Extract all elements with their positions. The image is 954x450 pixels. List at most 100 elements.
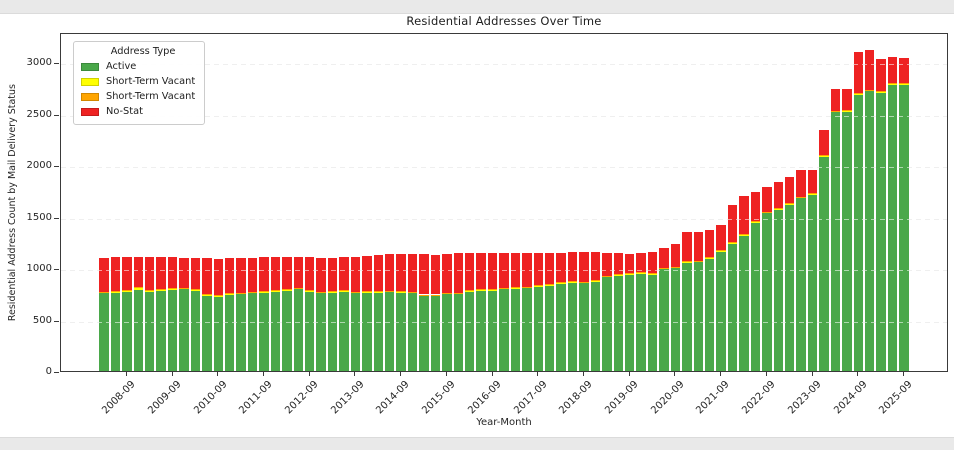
bar-segment xyxy=(876,59,886,92)
y-gridline-overlay xyxy=(61,167,947,169)
bar-segment xyxy=(613,274,623,276)
bar-segment xyxy=(179,287,189,289)
bar-segment xyxy=(899,83,909,85)
x-tick-mark xyxy=(857,372,859,376)
bar-segment xyxy=(522,287,532,288)
bar-segment xyxy=(190,289,201,290)
legend-swatch-short-term-vacant xyxy=(81,77,99,86)
bar-segment xyxy=(613,274,623,275)
bar-segment xyxy=(156,289,166,290)
x-tick-mark xyxy=(674,372,676,376)
bar-segment xyxy=(167,289,178,371)
x-tick-mark xyxy=(308,372,310,376)
bar-segment xyxy=(476,289,486,290)
bar-segment xyxy=(133,256,143,288)
bar-segment xyxy=(305,290,315,292)
bar-segment xyxy=(236,293,246,294)
bar-segment xyxy=(602,275,612,277)
bar-segment xyxy=(670,267,681,268)
bar-segment xyxy=(362,291,372,292)
bar-segment xyxy=(259,291,269,293)
bar-segment xyxy=(865,89,875,91)
legend-item: Short-Term Vacant xyxy=(81,89,195,104)
bar-segment xyxy=(567,281,578,283)
bar-segment xyxy=(327,291,338,292)
bar-segment xyxy=(705,230,715,258)
bar-segment xyxy=(179,288,189,289)
bar-segment xyxy=(465,290,475,291)
bar-segment xyxy=(110,292,121,371)
bar-segment xyxy=(396,291,406,292)
bar-segment xyxy=(876,91,886,93)
bar-segment xyxy=(225,257,235,294)
bar-segment xyxy=(773,182,783,209)
bar-segment xyxy=(442,292,452,294)
bar-segment xyxy=(282,290,292,371)
bar-segment xyxy=(556,282,566,284)
bar-segment xyxy=(236,292,246,294)
x-tick-mark xyxy=(125,372,127,376)
y-gridline-overlay xyxy=(61,321,947,323)
bar-segment xyxy=(316,291,326,293)
legend-item: Active xyxy=(81,59,195,74)
x-tick-mark xyxy=(537,372,539,376)
bar-segment xyxy=(807,193,818,195)
legend-item: No-Stat xyxy=(81,104,195,119)
bar-segment xyxy=(487,289,498,290)
bar-segment xyxy=(602,276,612,371)
bar-segment xyxy=(156,290,166,371)
bar-segment xyxy=(613,275,623,371)
x-tick-mark xyxy=(628,372,630,376)
bar-segment xyxy=(716,250,726,252)
bar-segment xyxy=(465,291,475,371)
bar-segment xyxy=(807,170,818,194)
bar-segment xyxy=(145,256,155,291)
bar-segment xyxy=(842,89,852,110)
x-tick-label: 2017-09 xyxy=(511,379,550,417)
bar-segment xyxy=(670,266,681,268)
bar-segment xyxy=(762,186,772,212)
bar-segment xyxy=(510,288,521,371)
bar-segment xyxy=(167,256,178,289)
bar-segment xyxy=(830,89,841,111)
bar-segment xyxy=(430,295,441,296)
x-tick-label: 2020-09 xyxy=(648,379,687,417)
bar-segment xyxy=(99,292,109,371)
bar-segment xyxy=(350,291,361,293)
x-tick-label: 2009-09 xyxy=(146,379,184,417)
bar-segment xyxy=(99,292,109,293)
bar-segment xyxy=(750,222,761,371)
bar-segment xyxy=(327,292,338,371)
bar-segment xyxy=(293,256,303,288)
x-tick-label: 2015-09 xyxy=(420,379,458,417)
bar-segment xyxy=(556,283,566,371)
bar-segment xyxy=(179,257,189,288)
legend-swatch-short-term-vacant xyxy=(81,92,99,101)
bar-segment xyxy=(407,254,418,292)
bar-segment xyxy=(670,244,681,267)
bar-segment xyxy=(99,291,109,293)
bar-segment xyxy=(522,287,532,371)
y-gridline-overlay xyxy=(61,270,947,272)
x-tick-mark xyxy=(171,372,173,376)
bar-segment xyxy=(739,235,749,371)
bar-segment xyxy=(316,257,326,292)
bar-segment xyxy=(556,282,566,283)
bar-segment xyxy=(739,234,749,235)
bar-segment xyxy=(693,232,703,261)
bar-segment xyxy=(122,256,132,291)
bar-segment xyxy=(476,290,486,371)
bar-segment xyxy=(339,290,349,291)
bar-segment xyxy=(533,285,543,287)
x-tick-mark xyxy=(583,372,584,376)
bar-segment xyxy=(145,290,155,291)
y-gridline-overlay xyxy=(61,115,947,117)
bar-segment xyxy=(282,256,292,290)
bar-segment xyxy=(842,109,852,111)
bar-segment xyxy=(225,293,235,294)
y-tick-mark xyxy=(54,320,59,322)
x-tick-label: 2021-09 xyxy=(694,379,732,417)
bar-segment xyxy=(442,293,452,294)
bar-segment xyxy=(145,290,155,292)
bar-segment xyxy=(385,290,395,292)
